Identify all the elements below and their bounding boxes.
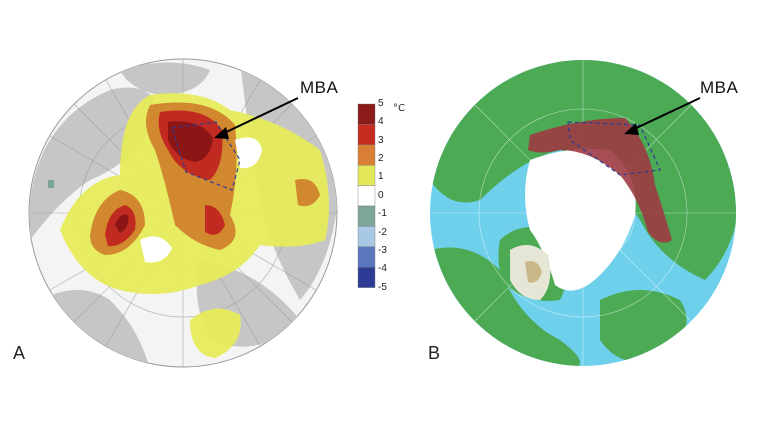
legend-swatch (357, 246, 376, 268)
legend-tick-label: -1 (378, 208, 387, 220)
sea-ice (525, 148, 636, 291)
cold-spot (48, 180, 54, 188)
anomaly-zero (140, 137, 262, 263)
mba-arrowhead-a (214, 127, 229, 139)
legend-tick-label: 5 (378, 98, 384, 109)
mba-arrow-b (629, 97, 701, 132)
mba-arrow-a (219, 97, 299, 136)
mba-label-a: MBA (300, 78, 339, 97)
legend-tick-label: -2 (378, 226, 387, 238)
legend-tick-label: -5 (378, 281, 387, 293)
legend-tick-label: 1 (378, 171, 384, 183)
greenland-core (525, 261, 542, 283)
map-b (430, 60, 736, 366)
legend-swatch (357, 144, 376, 166)
map-a (28, 58, 338, 368)
panel-letter-a: A (13, 343, 26, 363)
legend-swatch (357, 205, 376, 227)
legend-unit: °C (393, 103, 405, 114)
color-legend (357, 103, 376, 288)
mba-box-a (171, 121, 241, 191)
mba-label-b: MBA (700, 78, 739, 97)
legend-swatch (357, 185, 376, 207)
mba-region (528, 118, 672, 243)
legend-swatch (357, 226, 376, 247)
legend-swatch (357, 124, 376, 146)
legend-tick-label: 4 (378, 116, 384, 128)
legend-swatch (357, 267, 376, 288)
legend-tick-label: 2 (378, 153, 384, 165)
mba-box-b (567, 121, 661, 176)
legend-tick-label: 0 (378, 189, 384, 201)
legend-tick-label: -3 (378, 244, 387, 256)
legend-swatch (357, 164, 376, 186)
legend-tick-label: 3 (378, 134, 384, 146)
panel-letter-b: B (428, 343, 441, 363)
mba-arrowhead-b (624, 123, 639, 135)
legend-swatch (357, 103, 376, 125)
legend-tick-label: -4 (378, 263, 387, 275)
